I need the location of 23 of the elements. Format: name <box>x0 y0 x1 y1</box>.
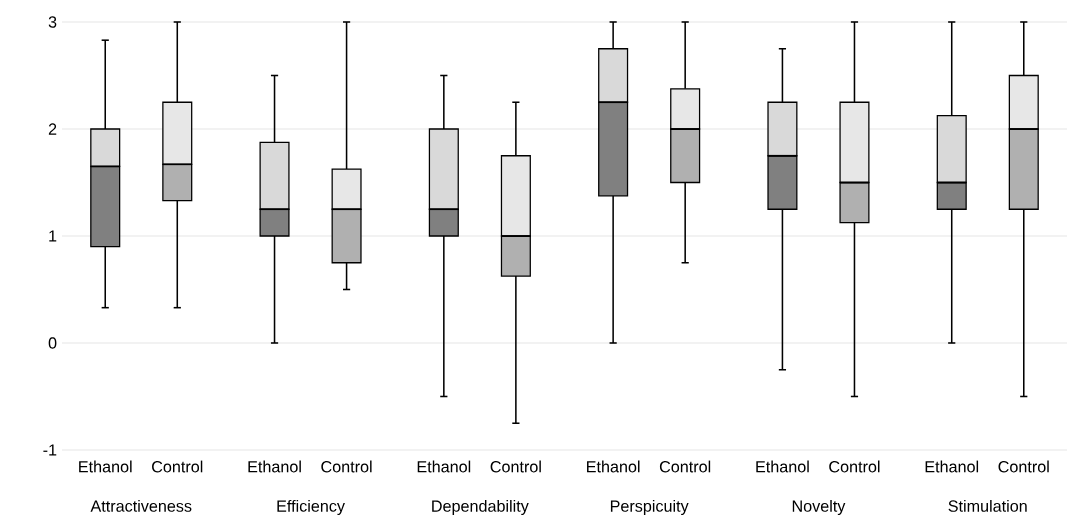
x-tick-label: Ethanol <box>417 460 471 473</box>
x-tick-label: Ethanol <box>587 460 640 473</box>
x-tick-label: Ethanol <box>79 460 132 473</box>
y-tick-label: 0 <box>48 337 57 349</box>
text: Stimulation <box>948 499 1027 512</box>
x-tick-label: Ethanol <box>248 460 301 473</box>
x-tick-label: Ethanol <box>925 460 979 473</box>
y-tick-label: -1 <box>43 444 57 456</box>
x-tick-label: Control <box>321 460 372 473</box>
y-tick-label: 2 <box>48 123 57 135</box>
text: Attractiveness <box>90 499 192 512</box>
text: Dependability <box>432 499 529 516</box>
x-tick-label: Control <box>998 460 1049 473</box>
x-tick-label: Control <box>490 460 541 473</box>
text: Novelty <box>792 499 846 516</box>
x-tick-label: Ethanol <box>756 460 809 473</box>
y-tick-label: 3 <box>48 16 57 28</box>
x-tick-label: Control <box>659 460 711 473</box>
text: Perspicuity <box>610 499 689 516</box>
x-tick-label: Control <box>152 460 203 473</box>
x-tick-label: Control <box>829 460 880 473</box>
y-tick-label: 1 <box>49 230 57 242</box>
text: Efficiency <box>277 499 345 516</box>
